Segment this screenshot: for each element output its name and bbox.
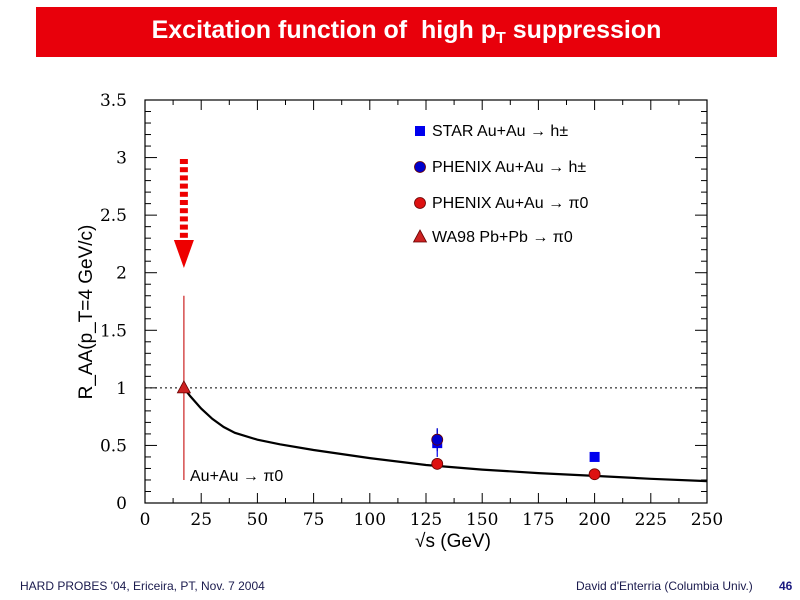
x-tick-label: 250 — [691, 510, 723, 530]
legend-marker — [414, 197, 426, 209]
y-axis-title: R_AA(p_T=4 GeV/c) — [76, 225, 97, 400]
arrow-dash — [179, 224, 188, 230]
y-tick-label: 0 — [116, 494, 127, 514]
arrow-dash — [179, 167, 188, 173]
y-tick-label: 2.5 — [100, 206, 127, 226]
x-tick-label: 175 — [522, 510, 554, 530]
x-tick-label: 100 — [354, 510, 386, 530]
theory-curve — [183, 387, 708, 483]
x-axis-title: √s (GeV) — [415, 531, 491, 552]
x-tick-label: 75 — [303, 510, 325, 530]
y-tick-label: 0.5 — [100, 436, 127, 456]
x-tick-label: 25 — [190, 510, 212, 530]
arrow-dash — [179, 216, 188, 222]
arrow-dash — [179, 200, 188, 205]
legend-marker — [415, 126, 425, 136]
y-tick-label: 3.5 — [100, 91, 127, 111]
x-tick-label: 125 — [410, 510, 442, 530]
x-tick-label: 150 — [466, 510, 498, 530]
y-tick-label: 2 — [116, 264, 127, 284]
data-point — [588, 468, 601, 481]
footer-author: David d'Enterria (Columbia Univ.) — [576, 579, 753, 593]
legend-label: PHENIX Au+Au → h± — [432, 159, 586, 176]
arrow-dash — [179, 232, 188, 238]
data-point — [431, 433, 444, 446]
y-tick-label: 3 — [116, 149, 127, 169]
slide-number: 46 — [779, 579, 793, 593]
legend-marker — [414, 161, 426, 173]
legend-label: PHENIX Au+Au → π0 — [432, 195, 589, 212]
arrow-dash — [179, 159, 188, 164]
slide-title: Excitation function of high pT suppressi… — [151, 16, 662, 47]
x-tick-label: 50 — [247, 510, 269, 530]
curve-label: Au+Au → π0 — [190, 468, 283, 485]
legend-marker — [412, 229, 428, 243]
arrow-dash — [179, 208, 188, 214]
arrow-head — [173, 240, 194, 268]
y-tick-label: 1.5 — [100, 321, 127, 341]
arrow-dash — [179, 191, 188, 197]
x-tick-label: 200 — [578, 510, 610, 530]
x-tick-label: 225 — [635, 510, 667, 530]
legend-label: STAR Au+Au → h± — [432, 123, 568, 140]
legend-label: WA98 Pb+Pb → π0 — [432, 229, 573, 246]
x-tick-label: 0 — [140, 510, 151, 530]
plot-frame — [144, 99, 708, 504]
title-bar: Excitation function of high pT suppressi… — [36, 7, 777, 57]
footer-conference: HARD PROBES '04, Ericeira, PT, Nov. 7 20… — [20, 579, 265, 593]
arrow-dash — [179, 175, 188, 181]
data-point — [176, 380, 192, 394]
y-tick-label: 1 — [116, 379, 127, 399]
data-point — [589, 451, 600, 462]
data-point — [431, 457, 444, 470]
arrow-dash — [179, 183, 188, 189]
